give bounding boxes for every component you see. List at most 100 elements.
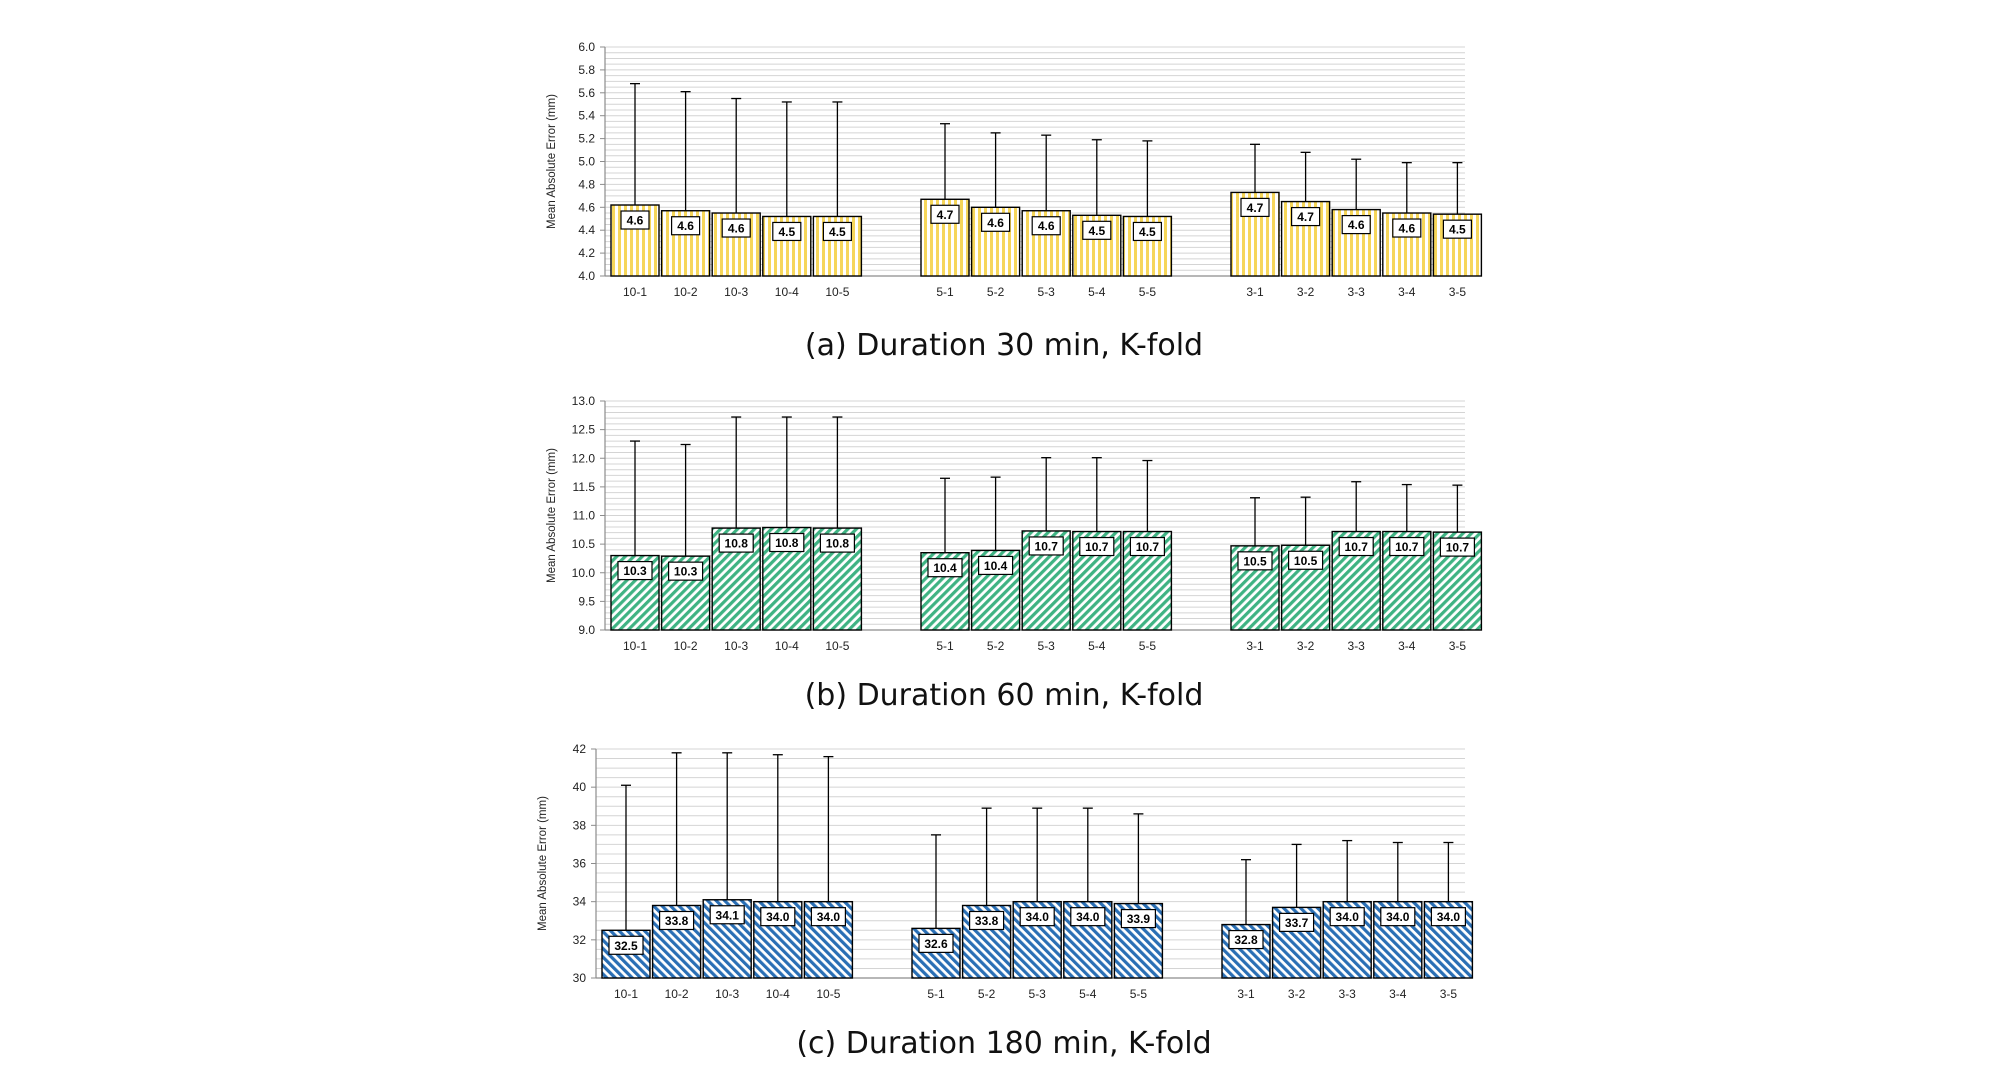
data-label-box — [670, 216, 701, 236]
data-label: 4.7 — [1247, 201, 1264, 215]
data-label-box — [1019, 907, 1055, 927]
data-label: 33.8 — [975, 914, 999, 928]
data-label: 10.7 — [1136, 540, 1160, 554]
chart-caption: (a) Duration 30 min, K-fold — [804, 328, 1204, 363]
data-label: 33.8 — [665, 914, 689, 928]
data-label: 10.7 — [1345, 540, 1369, 554]
data-label: 34.0 — [766, 910, 790, 924]
x-tick-label: 10-1 — [614, 987, 638, 1001]
y-tick-label: 32 — [573, 933, 587, 947]
data-label-box — [1389, 536, 1425, 557]
data-label-box — [1439, 537, 1476, 557]
data-label-box — [1430, 907, 1467, 927]
y-tick-label: 4.4 — [578, 223, 595, 237]
data-label-box — [667, 561, 704, 581]
data-label: 32.5 — [614, 939, 638, 953]
x-tick-label: 10-4 — [775, 285, 799, 299]
x-tick-label: 3-5 — [1449, 639, 1467, 653]
x-tick-label: 10-2 — [674, 285, 698, 299]
y-tick-label: 4.6 — [578, 200, 595, 214]
data-label: 4.5 — [778, 225, 795, 239]
y-tick-label: 4.2 — [578, 246, 595, 260]
data-label: 10.3 — [674, 565, 698, 579]
x-tick-label: 10-4 — [766, 987, 790, 1001]
y-tick-label: 4.0 — [578, 269, 595, 283]
data-label-box — [1228, 929, 1264, 950]
data-label-box — [1329, 907, 1365, 927]
data-label-box — [1070, 907, 1106, 927]
x-tick-label: 3-3 — [1339, 987, 1357, 1001]
data-label: 4.6 — [987, 216, 1004, 230]
data-label-box — [721, 218, 751, 238]
data-label: 10.8 — [725, 537, 749, 551]
chart-panel-a: 4.0 4.2 4.4 4.6 4.8 5.0 5.2 5.4 5.6 5.8 6.0 Mean Ab… — [0, 0, 2008, 380]
data-label-box — [1129, 536, 1166, 557]
data-label-box — [1290, 206, 1321, 227]
x-tick-label: 3-4 — [1389, 987, 1407, 1001]
y-tick-label: 11.0 — [573, 509, 596, 523]
data-label: 10.5 — [1243, 554, 1267, 568]
y-axis-label: Mean Absolute Error (mm) — [546, 448, 558, 583]
x-tick-label: 5-5 — [1130, 987, 1148, 1001]
data-label: 10.4 — [933, 561, 957, 575]
x-tick-label: 5-3 — [1029, 987, 1047, 1001]
x-tick-label: 3-1 — [1246, 639, 1264, 653]
data-label-box — [760, 907, 796, 927]
x-tick-label: 10-3 — [715, 987, 739, 1001]
data-label: 34.0 — [817, 910, 841, 924]
data-label: 4.6 — [1038, 219, 1055, 233]
data-label: 34.0 — [1386, 910, 1410, 924]
data-label-box — [1338, 536, 1374, 557]
y-tick-label: 13.0 — [572, 394, 596, 408]
chart-a: 4.0 4.2 4.4 4.6 4.8 5.0 5.2 5.4 5.6 5.8 6.0 Mean Ab… — [546, 40, 1483, 299]
x-tick-label: 3-3 — [1348, 639, 1366, 653]
data-label: 10.7 — [1395, 540, 1419, 554]
x-tick-label: 3-4 — [1398, 285, 1416, 299]
data-label: 33.7 — [1285, 916, 1309, 930]
x-tick-label: 5-4 — [1079, 987, 1097, 1001]
x-tick-label: 5-1 — [927, 987, 945, 1001]
x-tick-label: 5-5 — [1139, 639, 1157, 653]
data-label: 4.7 — [1297, 210, 1314, 224]
data-label: 32.6 — [924, 937, 948, 951]
y-tick-label: 5.2 — [578, 132, 595, 146]
data-label-box — [772, 221, 802, 242]
data-label-box — [1120, 908, 1157, 929]
chart-caption: (c) Duration 180 min, K-fold — [796, 1026, 1212, 1061]
data-label-box — [718, 533, 754, 553]
x-tick-label: 10-4 — [775, 639, 799, 653]
y-tick-label: 9.5 — [578, 594, 595, 608]
y-tick-label: 4.8 — [578, 177, 595, 191]
data-label-box — [1442, 219, 1473, 239]
x-tick-label: 5-2 — [987, 639, 1005, 653]
data-label-box — [1079, 536, 1115, 557]
data-label: 10.7 — [1446, 541, 1470, 555]
data-label-box — [1132, 221, 1163, 242]
data-label-box — [617, 560, 653, 581]
data-label-box — [1278, 912, 1315, 932]
x-tick-label: 3-2 — [1297, 285, 1315, 299]
x-tick-label: 3-2 — [1297, 639, 1315, 653]
data-label-box — [918, 933, 954, 953]
y-tick-label: 36 — [573, 857, 587, 871]
data-label-box — [930, 204, 960, 224]
data-label-box — [1082, 220, 1112, 240]
x-tick-label: 5-5 — [1139, 285, 1157, 299]
y-tick-label: 12.0 — [572, 451, 596, 465]
y-tick-label: 30 — [573, 971, 587, 985]
data-label: 4.5 — [829, 225, 846, 239]
x-tick-label: 3-3 — [1348, 285, 1366, 299]
data-label: 34.1 — [716, 908, 740, 922]
y-tick-label: 5.4 — [578, 109, 595, 123]
x-tick-label: 5-2 — [987, 285, 1005, 299]
data-label-box — [810, 907, 847, 927]
y-tick-label: 11.5 — [573, 480, 596, 494]
data-label-box — [1380, 907, 1416, 927]
data-label-box — [709, 905, 745, 925]
y-tick-label: 10.5 — [572, 537, 596, 551]
data-label: 10.4 — [984, 559, 1008, 573]
data-label: 4.5 — [1139, 225, 1156, 239]
data-label: 4.6 — [1398, 222, 1415, 236]
data-label: 4.5 — [1449, 223, 1466, 237]
y-axis-label: Mean Absolute Error (mm) — [546, 94, 558, 229]
